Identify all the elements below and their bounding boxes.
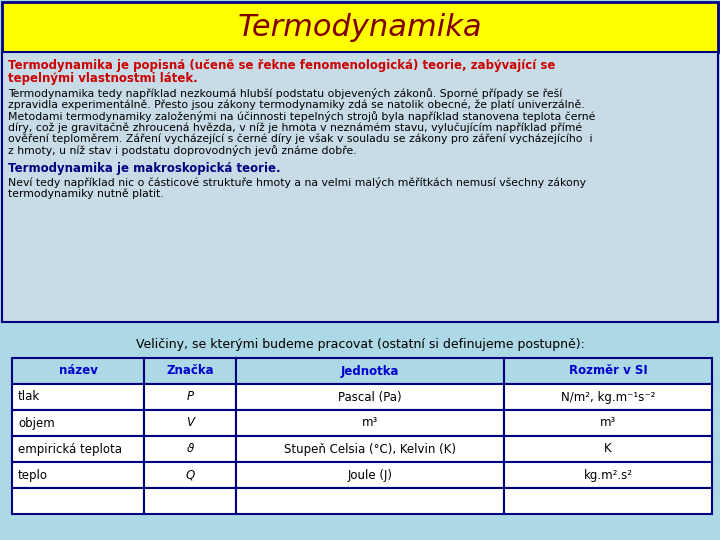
Bar xyxy=(12,462,144,488)
Text: K: K xyxy=(604,442,612,456)
Bar xyxy=(2,52,718,322)
Text: Q: Q xyxy=(185,469,194,482)
Bar xyxy=(144,384,236,410)
Text: z hmoty, u níž stav i podstatu doprovodných jevů známe dobře.: z hmoty, u níž stav i podstatu doprovodn… xyxy=(8,145,356,156)
Text: název: název xyxy=(58,364,97,377)
Text: Termodynamika je popisná (učeně se řekne fenomenologická) teorie, zabývající se: Termodynamika je popisná (učeně se řekne… xyxy=(8,59,555,72)
Text: empirická teplota: empirická teplota xyxy=(18,442,122,456)
Text: tepelnými vlastnostmi látek.: tepelnými vlastnostmi látek. xyxy=(8,72,198,85)
Bar xyxy=(504,410,712,436)
Text: P: P xyxy=(186,390,194,403)
Bar xyxy=(236,462,504,488)
Bar xyxy=(144,462,236,488)
Text: m³: m³ xyxy=(362,416,378,429)
Text: Veličiny, se kterými budeme pracovat (ostatní si definujeme postupně):: Veličiny, se kterými budeme pracovat (os… xyxy=(135,338,585,351)
Text: kg.m².s²: kg.m².s² xyxy=(583,469,632,482)
Bar xyxy=(236,436,504,462)
Text: Metodami termodynamiky založenými na účinnosti tepelných strojů byla například s: Metodami termodynamiky založenými na úči… xyxy=(8,111,595,122)
Bar xyxy=(12,488,144,514)
Bar xyxy=(236,358,504,384)
Bar xyxy=(144,410,236,436)
Bar xyxy=(504,462,712,488)
Bar xyxy=(504,384,712,410)
Text: Termodynamika tedy například nezkoumá hlubší podstatu objevených zákonů. Sporné : Termodynamika tedy například nezkoumá hl… xyxy=(8,89,562,99)
Text: Termodynamika je makroskopická teorie.: Termodynamika je makroskopická teorie. xyxy=(8,162,281,175)
Text: Termodynamika: Termodynamika xyxy=(238,12,482,42)
Text: Značka: Značka xyxy=(166,364,214,377)
Bar xyxy=(12,410,144,436)
Bar xyxy=(2,2,718,52)
Bar xyxy=(236,410,504,436)
Text: Joule (J): Joule (J) xyxy=(348,469,392,482)
Bar xyxy=(504,358,712,384)
Text: Stupeň Celsia (°C), Kelvin (K): Stupeň Celsia (°C), Kelvin (K) xyxy=(284,442,456,456)
Text: zpravidla experimentálně. Přesto jsou zákony termodynamiky zdá se natolik obecné: zpravidla experimentálně. Přesto jsou zá… xyxy=(8,100,585,110)
Text: m³: m³ xyxy=(600,416,616,429)
Text: N/m², kg.m⁻¹s⁻²: N/m², kg.m⁻¹s⁻² xyxy=(561,390,655,403)
Bar xyxy=(12,384,144,410)
Text: objem: objem xyxy=(18,416,55,429)
Text: V: V xyxy=(186,416,194,429)
Bar xyxy=(144,436,236,462)
Bar xyxy=(12,436,144,462)
Text: termodynamiky nutně platit.: termodynamiky nutně platit. xyxy=(8,188,163,199)
Text: Rozměr v SI: Rozměr v SI xyxy=(569,364,647,377)
Bar xyxy=(236,384,504,410)
Bar xyxy=(504,436,712,462)
Bar xyxy=(144,488,236,514)
Text: Jednotka: Jednotka xyxy=(341,364,400,377)
Text: Neví tedy například nic o částicové struktuře hmoty a na velmi malých měřítkách : Neví tedy například nic o částicové stru… xyxy=(8,177,586,188)
Text: díry, což je gravitačně zhroucená hvězda, v níž je hmota v neznámém stavu, vyluč: díry, což je gravitačně zhroucená hvězda… xyxy=(8,122,582,133)
Bar xyxy=(144,358,236,384)
Bar xyxy=(12,358,144,384)
Text: Pascal (Pa): Pascal (Pa) xyxy=(338,390,402,403)
Text: ϑ: ϑ xyxy=(186,442,194,456)
Text: tlak: tlak xyxy=(18,390,40,403)
Text: teplo: teplo xyxy=(18,469,48,482)
Bar xyxy=(504,488,712,514)
Text: ověření teploměrem. Záření vycházející s černé díry je však v souladu se zákony : ověření teploměrem. Záření vycházející s… xyxy=(8,133,593,144)
Bar xyxy=(236,488,504,514)
